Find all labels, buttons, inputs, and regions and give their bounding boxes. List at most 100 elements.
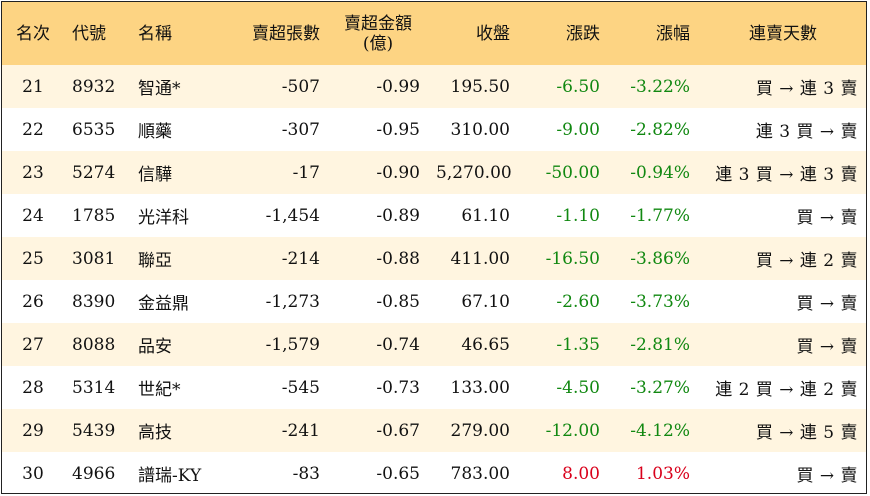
sell-amount-cell: -0.65 (376, 463, 420, 484)
change-cell: -4.50 (556, 377, 600, 398)
table-row: 27 8088 品安 -1,579 -0.74 46.65 -1.35 -2.81% 買 → 賣 (2, 323, 866, 366)
code-cell: 4966 (72, 463, 116, 484)
name-cell: 世紀* (138, 380, 181, 400)
code-cell: 8932 (72, 76, 116, 97)
close-cell: 783.00 (450, 463, 510, 484)
change-cell: -2.60 (556, 291, 600, 312)
close-cell: 61.10 (461, 205, 510, 226)
sell-shares-cell: -1,454 (265, 205, 320, 226)
col-header-code: 代號 (72, 23, 106, 44)
close-cell: 411.00 (450, 248, 510, 269)
col-header-close: 收盤 (476, 23, 510, 44)
sell-amount-cell: -0.67 (376, 420, 420, 441)
table-body: 21 8932 智通* -507 -0.99 195.50 -6.50 -3.22% 買 → 連… (2, 65, 866, 493)
table-row: 25 3081 聯亞 -214 -0.88 411.00 -16.50 -3.86% 買 → 連… (2, 237, 866, 280)
name-cell: 聯亞 (138, 251, 172, 271)
rank-cell: 24 (22, 205, 44, 226)
close-cell: 195.50 (450, 76, 510, 97)
col-header-sell-shares: 賣超張數 (252, 23, 320, 44)
name-cell: 信驊 (138, 165, 172, 185)
sell-shares-cell: -241 (281, 420, 320, 441)
col-header-sell-streak: 連賣天數 (749, 23, 817, 44)
col-header-name: 名稱 (138, 23, 172, 44)
table-row: 28 5314 世紀* -545 -0.73 133.00 -4.50 -3.27% 連 2 買… (2, 366, 866, 409)
sell-streak-cell: 連 3 買 → 連 3 賣 (715, 165, 858, 185)
sell-amount-cell: -0.95 (376, 119, 420, 140)
close-cell: 67.10 (461, 291, 510, 312)
change-pct-cell: -2.82% (630, 119, 690, 140)
close-cell: 279.00 (450, 420, 510, 441)
change-pct-cell: -0.94% (630, 162, 690, 183)
code-cell: 1785 (72, 205, 116, 226)
change-pct-cell: -3.86% (630, 248, 690, 269)
change-pct-cell: -1.77% (630, 205, 690, 226)
name-cell: 順藥 (138, 122, 172, 142)
close-cell: 46.65 (461, 334, 510, 355)
sell-shares-cell: -307 (281, 119, 320, 140)
sell-streak-cell: 連 3 買 → 賣 (755, 122, 858, 142)
sell-shares-cell: -507 (281, 76, 320, 97)
table-row: 30 4966 譜瑞-KY -83 -0.65 783.00 8.00 1.03% 買 → 賣 (2, 452, 866, 493)
sell-amount-cell: -0.74 (376, 334, 420, 355)
sell-streak-cell: 連 2 買 → 連 2 賣 (715, 380, 858, 400)
code-cell: 5439 (72, 420, 116, 441)
name-cell: 譜瑞-KY (138, 466, 202, 486)
col-header-sell-amount: 賣超金額 (億) (328, 2, 428, 65)
sell-streak-cell: 買 → 連 2 賣 (755, 251, 858, 271)
close-cell: 5,270.00 (436, 162, 512, 183)
table-row: 21 8932 智通* -507 -0.99 195.50 -6.50 -3.22% 買 → 連… (2, 65, 866, 108)
change-pct-cell: -3.27% (630, 377, 690, 398)
rank-cell: 27 (22, 334, 44, 355)
rank-cell: 25 (22, 248, 44, 269)
code-cell: 8390 (72, 291, 116, 312)
code-cell: 5274 (72, 162, 116, 183)
name-cell: 智通* (138, 79, 181, 99)
sell-shares-cell: -1,273 (265, 291, 320, 312)
sell-streak-cell: 買 → 賣 (796, 294, 858, 314)
change-cell: -12.00 (545, 420, 600, 441)
change-cell: -16.50 (545, 248, 600, 269)
rank-cell: 29 (22, 420, 44, 441)
rank-cell: 21 (22, 76, 44, 97)
change-pct-cell: -2.81% (630, 334, 690, 355)
rank-cell: 23 (22, 162, 44, 183)
sell-shares-cell: -83 (292, 463, 320, 484)
change-cell: -6.50 (556, 76, 600, 97)
table-row: 23 5274 信驊 -17 -0.90 5,270.00 -50.00 -0.94% 連 3 … (2, 151, 866, 194)
change-pct-cell: -4.12% (630, 420, 690, 441)
name-cell: 高技 (138, 423, 172, 443)
table-header: 名次 代號 名稱 賣超張數 賣超金額 (億) 收盤 漲跌 漲幅 連賣天數 (2, 2, 866, 65)
code-cell: 3081 (72, 248, 116, 269)
sell-streak-cell: 買 → 賣 (796, 208, 858, 228)
change-cell: -50.00 (545, 162, 600, 183)
sell-amount-cell: -0.88 (376, 248, 420, 269)
table-row: 24 1785 光洋科 -1,454 -0.89 61.10 -1.10 -1.77% 買 → … (2, 194, 866, 237)
sell-amount-cell: -0.89 (376, 205, 420, 226)
rank-cell: 28 (22, 377, 44, 398)
sell-streak-cell: 買 → 賣 (796, 337, 858, 357)
col-header-sell-amount-unit: (億) (362, 33, 394, 54)
code-cell: 8088 (72, 334, 116, 355)
col-header-sell-amount-label: 賣超金額 (344, 13, 412, 34)
sell-shares-cell: -17 (292, 162, 320, 183)
table-row: 22 6535 順藥 -307 -0.95 310.00 -9.00 -2.82% 連 3 買 … (2, 108, 866, 151)
name-cell: 光洋科 (138, 208, 189, 228)
change-pct-cell: 1.03% (635, 463, 690, 484)
code-cell: 6535 (72, 119, 116, 140)
sell-streak-cell: 買 → 賣 (796, 466, 858, 486)
rank-cell: 26 (22, 291, 44, 312)
col-header-rank: 名次 (16, 23, 50, 44)
sell-shares-cell: -1,579 (265, 334, 320, 355)
table-row: 26 8390 金益鼎 -1,273 -0.85 67.10 -2.60 -3.73% 買 → … (2, 280, 866, 323)
sell-shares-cell: -545 (281, 377, 320, 398)
change-cell: -1.35 (556, 334, 600, 355)
sell-amount-cell: -0.90 (376, 162, 420, 183)
change-pct-cell: -3.22% (630, 76, 690, 97)
close-cell: 310.00 (450, 119, 510, 140)
rank-cell: 30 (22, 463, 44, 484)
sell-amount-cell: -0.73 (376, 377, 420, 398)
col-header-change-pct: 漲幅 (656, 23, 690, 44)
change-cell: -9.00 (556, 119, 600, 140)
